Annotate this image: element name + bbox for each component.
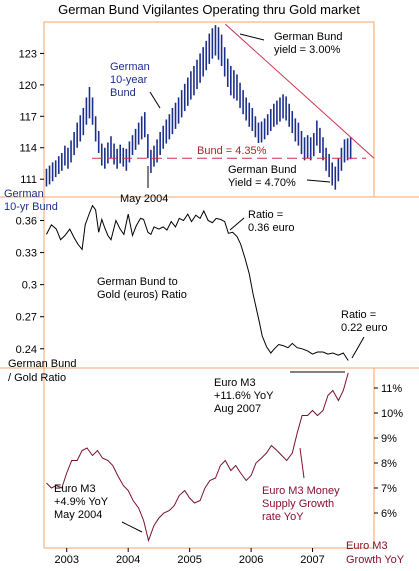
y-tick-label: 111	[20, 174, 37, 186]
ratio-series	[46, 204, 349, 361]
bottom-y-ticks: 6% 7% 8% 9% 10% 11%	[374, 383, 403, 520]
annotation-leader	[306, 179, 331, 183]
annotation-text: yield = 3.00%	[274, 44, 341, 56]
y-tick-label: 120	[19, 80, 37, 92]
annotation-text: +11.6% YoY	[214, 390, 274, 402]
annotation-text: 0.36 euro	[248, 222, 294, 234]
annotation-text: German Bund	[274, 31, 342, 43]
reference-label-bg	[191, 143, 279, 157]
y-tick-label: 9%	[381, 433, 397, 445]
annotation-leader	[239, 33, 265, 41]
x-tick-label: 2007	[300, 554, 324, 566]
annotation-text: German	[110, 61, 150, 73]
y-tick-label: 6%	[381, 508, 397, 520]
x-tick-label: 2006	[239, 554, 263, 566]
y-tick-label: 11%	[381, 383, 402, 395]
x-tick-label: 2004	[116, 554, 140, 566]
annotation-m3-money: Euro M3 Money Supply Growth rate YoY	[262, 447, 340, 523]
annotation-text: Aug 2007	[214, 403, 261, 415]
annotation-text: May 2004	[54, 509, 102, 521]
annotation-ratio-022: Ratio = 0.22 euro	[341, 309, 387, 359]
annotation-bund-reference: Bund = 4.35%	[191, 143, 279, 157]
annotation-bund-10yr: German 10-year Bund	[110, 61, 161, 109]
annotation-leader	[351, 336, 365, 359]
top-y-ticks: 111 114 117 120 123	[19, 48, 44, 186]
axis-label: German	[4, 188, 44, 200]
annotation-text: May 2004	[120, 193, 168, 205]
annotation-text: Ratio =	[341, 309, 376, 321]
top-axis-label: German 10-yr Bund	[4, 188, 58, 213]
axis-label: German Bund	[8, 358, 76, 370]
annotation-text: rate YoY	[262, 511, 304, 523]
annotation-text: Euro M3	[214, 377, 256, 389]
annotation-m3-may2004: Euro M3 +4.9% YoY May 2004	[54, 483, 143, 533]
y-tick-label: 117	[19, 111, 37, 123]
x-tick-label: 2005	[177, 554, 201, 566]
annotation-m3-aug2007: Euro M3 +11.6% YoY Aug 2007	[214, 371, 345, 415]
bund-price-bars	[45, 25, 352, 190]
y-tick-label: 7%	[381, 483, 397, 495]
annotation-text: Supply Growth	[262, 498, 334, 510]
annotation-text: Yield = 4.70%	[228, 177, 296, 189]
ratio-line	[46, 204, 349, 361]
y-tick-label: 0.27	[16, 312, 37, 324]
annotation-text: 0.22 euro	[341, 322, 387, 334]
middle-axis-label: German Bund / Gold Ratio	[8, 358, 76, 384]
annotation-bund-470: German Bund Yield = 4.70%	[228, 164, 331, 189]
top-reference-lines	[92, 23, 375, 159]
middle-y-ticks: 0.24 0.27 0.3 0.33 0.36	[16, 216, 44, 356]
chart-title: German Bund Vigilantes Operating thru Go…	[58, 2, 360, 17]
y-tick-label: 10%	[381, 408, 403, 420]
x-axis-ticks: 2003 2004 2005 2006 2007	[54, 548, 325, 566]
annotation-text: Euro M3	[54, 483, 96, 495]
annotation-bund-gold: German Bund to Gold (euros) Ratio	[97, 276, 187, 301]
annotation-bund-3pct: German Bund yield = 3.00%	[239, 31, 342, 56]
y-tick-label: 114	[19, 143, 37, 155]
annotation-text: Euro M3 Money	[262, 485, 340, 497]
y-tick-label: 0.24	[16, 344, 37, 356]
annotation-text: German Bund	[228, 164, 296, 176]
annotation-text: Bund	[110, 87, 136, 99]
annotation-may-2004: May 2004	[120, 166, 168, 205]
annotation-leader	[121, 521, 143, 533]
reference-label: Bund = 4.35%	[197, 145, 267, 157]
annotation-ratio-036: Ratio = 0.36 euro	[229, 209, 294, 234]
m3-series	[46, 372, 349, 543]
y-tick-label: 0.3	[22, 280, 37, 292]
y-tick-label: 0.33	[16, 248, 37, 260]
annotation-text: Ratio =	[248, 209, 283, 221]
annotation-text: Gold (euros) Ratio	[97, 289, 187, 301]
annotation-text: German Bund to	[97, 276, 178, 288]
annotation-text: +4.9% YoY	[54, 496, 109, 508]
annotation-text: 10-year	[110, 74, 148, 86]
annotation-leader	[299, 447, 305, 479]
axis-label: Growth YoY	[346, 554, 405, 566]
axis-label: 10-yr Bund	[4, 201, 58, 213]
annotation-leader	[229, 217, 245, 231]
m3-line	[46, 372, 349, 543]
x-tick-label: 2003	[54, 554, 78, 566]
annotation-leader	[149, 91, 161, 109]
y-tick-label: 123	[19, 48, 37, 60]
bottom-axis-label: Euro M3 Growth YoY	[346, 540, 405, 566]
y-tick-label: 0.36	[16, 216, 37, 228]
y-tick-label: 8%	[381, 458, 397, 470]
axis-label: / Gold Ratio	[8, 372, 66, 384]
axis-label: Euro M3	[346, 540, 388, 552]
bund-trend-line	[224, 23, 375, 159]
